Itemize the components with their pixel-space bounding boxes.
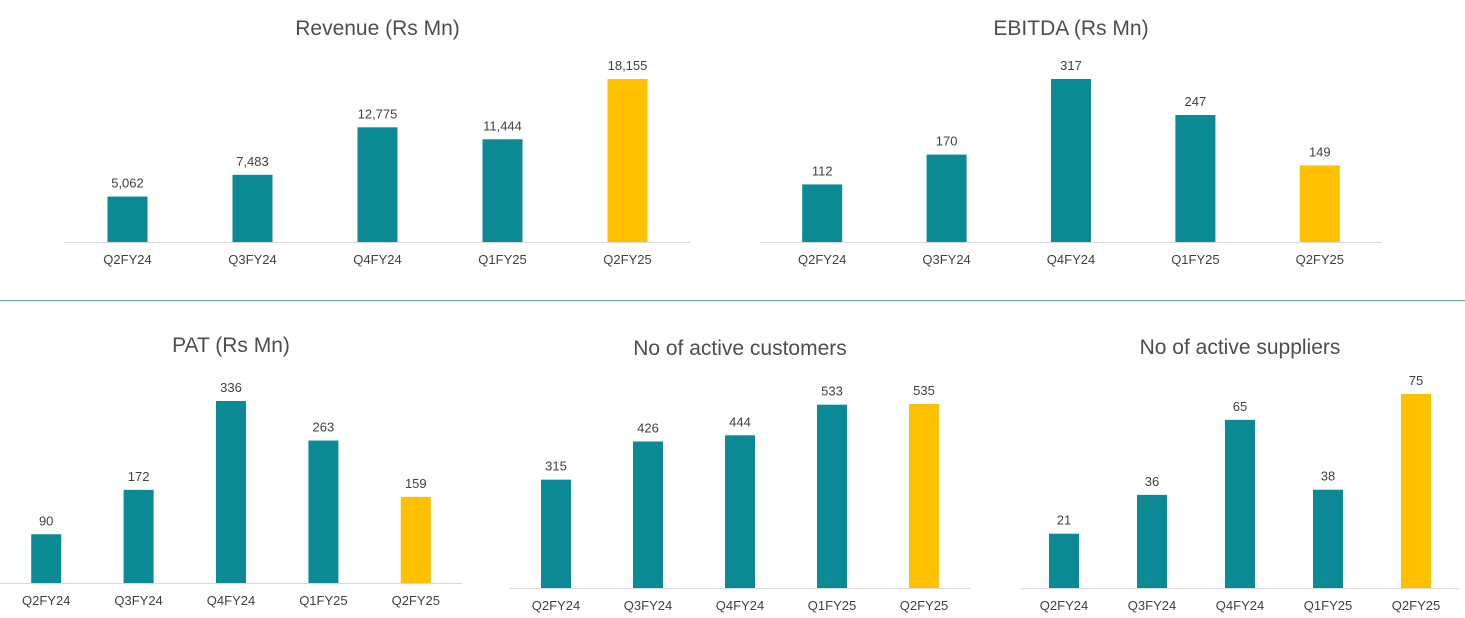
revenue-plot: 5,062 Q2FY24 7,483 Q3FY24 12,775 Q4FY24 11,444… — [65, 58, 690, 267]
x-tick-label: Q4FY24 — [1047, 252, 1095, 267]
x-tick-label: Q2FY24 — [532, 598, 580, 613]
x-tick-label: Q4FY24 — [207, 593, 255, 608]
x-tick-label: Q2FY25 — [1392, 598, 1440, 613]
bar — [1137, 494, 1167, 588]
ebitda-plot: 112 Q2FY24 170 Q3FY24 317 Q4FY24 247 Q1FY25 149 Q… — [760, 58, 1382, 267]
x-tick-label: Q2FY24 — [103, 252, 151, 267]
x-tick-label: Q2FY25 — [1296, 252, 1344, 267]
data-label: 263 — [313, 420, 335, 435]
bar — [482, 139, 523, 242]
suppliers-plot: 21 Q2FY24 36 Q3FY24 65 Q4FY24 38 Q1FY25 75 Q2FY25 — [1020, 373, 1460, 613]
data-label: 12,775 — [358, 106, 398, 121]
data-label: 90 — [39, 513, 53, 528]
x-tick-label: Q4FY24 — [1216, 598, 1264, 613]
data-label: 21 — [1057, 513, 1071, 528]
x-tick-label: Q4FY24 — [716, 598, 764, 613]
bar — [1175, 114, 1216, 242]
bar — [107, 196, 148, 242]
data-label: 336 — [220, 380, 242, 395]
x-tick-label: Q2FY24 — [1040, 598, 1088, 613]
data-label: 5,062 — [111, 176, 144, 191]
x-tick-label: Q1FY25 — [299, 593, 347, 608]
bar — [216, 401, 246, 583]
bar — [308, 440, 339, 583]
pat-chart: PAT (Rs Mn) 90 Q2FY24 172 Q3FY24 336 Q4FY24 26… — [0, 300, 462, 618]
x-tick-label: Q1FY25 — [808, 598, 856, 613]
data-label: 38 — [1321, 469, 1335, 484]
bar — [802, 184, 843, 242]
bar — [232, 174, 273, 242]
x-tick-label: Q2FY25 — [392, 593, 440, 608]
data-label: 75 — [1409, 373, 1423, 388]
bar — [817, 404, 847, 588]
x-tick-label: Q2FY24 — [22, 593, 70, 608]
data-label: 247 — [1185, 94, 1207, 109]
data-label: 11,444 — [483, 118, 522, 133]
data-label: 112 — [812, 163, 833, 178]
data-label: 170 — [936, 134, 958, 149]
x-tick-label: Q3FY24 — [228, 252, 276, 267]
data-label: 317 — [1060, 58, 1082, 73]
bar — [1401, 394, 1431, 588]
ebitda-chart: EBITDA (Rs Mn) 112 Q2FY24 170 Q3FY24 317 Q4FY… — [760, 0, 1382, 300]
bar — [31, 534, 62, 583]
x-tick-label: Q1FY25 — [1171, 252, 1219, 267]
revenue-chart: Revenue (Rs Mn) 5,062 Q2FY24 7,483 Q3FY24 12… — [65, 0, 690, 300]
x-tick-label: Q4FY24 — [353, 252, 401, 267]
x-tick-label: Q3FY24 — [922, 252, 970, 267]
x-tick-label: Q3FY24 — [1128, 598, 1176, 613]
data-label: 18,155 — [608, 58, 648, 73]
data-label: 444 — [729, 414, 751, 429]
bar — [1225, 419, 1255, 588]
bar — [357, 127, 398, 242]
section-divider — [0, 300, 1465, 301]
bar — [926, 154, 967, 242]
bar — [1299, 165, 1340, 242]
customers-chart: No of active customers 315 Q2FY24 426 Q3FY2… — [510, 300, 970, 618]
pat-plot: 90 Q2FY24 172 Q3FY24 336 Q4FY24 263 Q1FY25 159 Q2… — [0, 380, 462, 608]
x-tick-label: Q3FY24 — [624, 598, 672, 613]
bar — [123, 489, 154, 583]
x-tick-label: Q1FY25 — [1304, 598, 1352, 613]
bar — [725, 435, 755, 588]
x-tick-label: Q2FY25 — [900, 598, 948, 613]
bar — [541, 479, 571, 588]
x-tick-label: Q2FY25 — [603, 252, 651, 267]
bar — [1051, 79, 1091, 242]
bar — [607, 79, 648, 242]
x-tick-label: Q1FY25 — [478, 252, 526, 267]
x-tick-label: Q2FY24 — [798, 252, 846, 267]
suppliers-chart: No of active suppliers 21 Q2FY24 36 Q3FY24 6… — [1020, 300, 1460, 618]
data-label: 533 — [821, 384, 843, 399]
bar — [400, 496, 431, 583]
customers-plot: 315 Q2FY24 426 Q3FY24 444 Q4FY24 533 Q1FY25 535 Q… — [510, 383, 970, 613]
x-tick-label: Q3FY24 — [114, 593, 162, 608]
chart-title: No of active customers — [633, 337, 847, 360]
bar — [1313, 489, 1343, 588]
data-label: 315 — [545, 459, 567, 474]
chart-title: PAT (Rs Mn) — [172, 334, 290, 357]
bar — [1049, 533, 1079, 588]
bar — [633, 441, 663, 588]
bar — [909, 404, 939, 588]
data-label: 65 — [1233, 399, 1247, 414]
data-label: 7,483 — [236, 154, 269, 169]
data-label: 426 — [637, 420, 659, 435]
data-label: 36 — [1145, 474, 1159, 489]
chart-title: No of active suppliers — [1139, 336, 1341, 359]
data-label: 159 — [405, 476, 427, 491]
chart-title: EBITDA (Rs Mn) — [993, 17, 1149, 40]
data-label: 535 — [913, 383, 935, 398]
data-label: 149 — [1309, 144, 1331, 159]
data-label: 172 — [128, 469, 150, 484]
chart-title: Revenue (Rs Mn) — [295, 17, 460, 40]
